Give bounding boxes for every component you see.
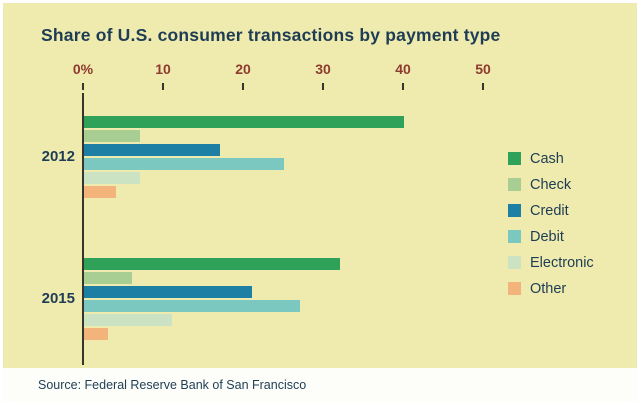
x-tick-mark xyxy=(482,83,484,90)
x-tick-label: 20 xyxy=(235,61,251,77)
legend-item-check: Check xyxy=(508,176,594,193)
legend-label: Debit xyxy=(530,228,564,245)
legend-swatch xyxy=(508,178,521,191)
legend-swatch xyxy=(508,256,521,269)
x-tick-label: 40 xyxy=(395,61,411,77)
legend-item-debit: Debit xyxy=(508,228,594,245)
x-tick-mark xyxy=(402,83,404,90)
legend-label: Cash xyxy=(530,150,564,167)
bar-2015-cash xyxy=(84,258,340,270)
x-tick-label: 30 xyxy=(315,61,331,77)
x-tick-label: 0% xyxy=(72,61,94,77)
category-label: 2015 xyxy=(41,290,75,307)
x-tick-mark xyxy=(162,83,164,90)
x-tick-label: 50 xyxy=(475,61,491,77)
legend-swatch xyxy=(508,204,521,217)
legend-item-other: Other xyxy=(508,280,594,297)
bar-2012-other xyxy=(84,186,116,198)
source-footer: Source: Federal Reserve Bank of San Fran… xyxy=(3,368,637,402)
bar-2015-other xyxy=(84,328,108,340)
legend-item-electronic: Electronic xyxy=(508,254,594,271)
bar-2012-credit xyxy=(84,144,220,156)
legend-swatch xyxy=(508,282,521,295)
y-axis-line xyxy=(82,93,84,365)
legend-label: Other xyxy=(530,280,567,297)
chart-title: Share of U.S. consumer transactions by p… xyxy=(41,25,501,45)
legend-swatch xyxy=(508,152,521,165)
x-tick-mark xyxy=(82,83,84,90)
category-label: 2012 xyxy=(41,148,75,165)
x-tick-mark xyxy=(242,83,244,90)
legend-label: Credit xyxy=(530,202,569,219)
bar-2012-electronic xyxy=(84,172,140,184)
bar-2015-electronic xyxy=(84,314,172,326)
bar-2012-debit xyxy=(84,158,284,170)
source-text: Source: Federal Reserve Bank of San Fran… xyxy=(38,378,307,392)
legend: Cash Check Credit Debit Electronic Other xyxy=(508,151,594,307)
bar-2015-credit xyxy=(84,286,252,298)
legend-label: Electronic xyxy=(530,254,594,271)
bar-2012-cash xyxy=(84,116,404,128)
bar-2015-debit xyxy=(84,300,300,312)
bar-2012-check xyxy=(84,130,140,142)
legend-label: Check xyxy=(530,176,572,193)
x-tick-label: 10 xyxy=(155,61,171,77)
legend-item-credit: Credit xyxy=(508,202,594,219)
legend-swatch xyxy=(508,230,521,243)
x-tick-mark xyxy=(322,83,324,90)
legend-item-cash: Cash xyxy=(508,150,594,167)
bar-2015-check xyxy=(84,272,132,284)
